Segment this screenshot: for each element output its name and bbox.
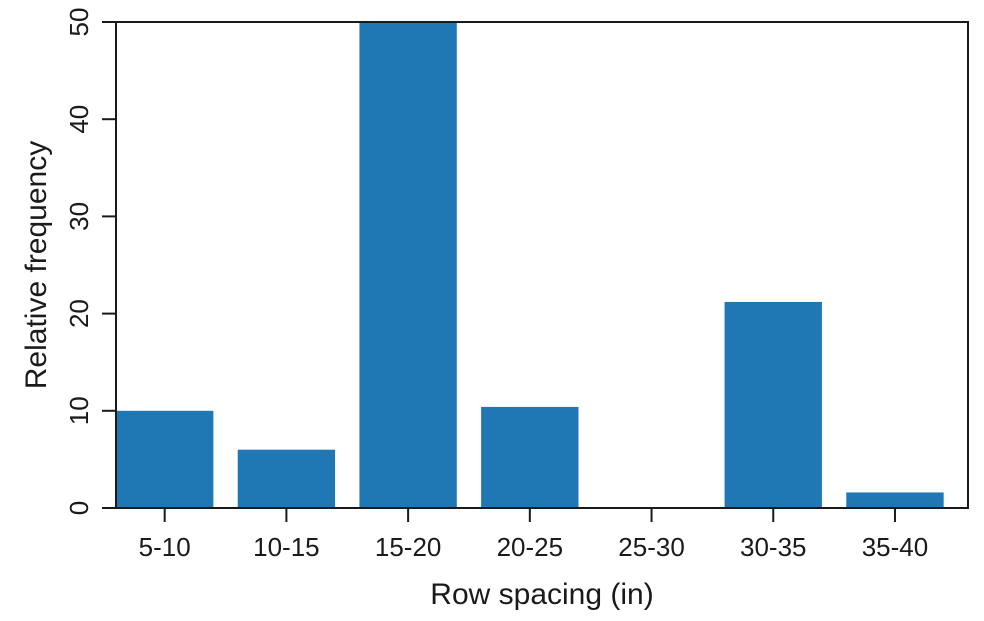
x-tick-label: 5-10	[139, 532, 191, 562]
x-axis-title: Row spacing (in)	[430, 578, 653, 611]
y-tick-label: 20	[64, 299, 94, 328]
bar-20-25	[481, 406, 579, 508]
bars-layer	[116, 22, 944, 508]
x-tick-label: 30-35	[740, 532, 807, 562]
bar-15-20	[359, 22, 457, 508]
x-tick-label: 25-30	[618, 532, 685, 562]
bar-10-15	[237, 449, 336, 508]
y-tick-label: 40	[64, 105, 94, 134]
bar-30-35	[724, 301, 822, 508]
y-tick-label: 30	[64, 202, 94, 231]
y-tick-label: 10	[64, 396, 94, 425]
y-axis: 0 10 20 30 40 50	[64, 8, 116, 515]
x-tick-label: 20-25	[497, 532, 564, 562]
x-tick-label: 10-15	[253, 532, 320, 562]
x-tick-label: 15-20	[375, 532, 442, 562]
y-tick-label: 0	[64, 501, 94, 515]
x-tick-label: 35-40	[862, 532, 929, 562]
plot-frame	[115, 21, 969, 509]
y-tick-label: 50	[64, 8, 94, 37]
bar-5-10	[116, 410, 214, 508]
y-axis-title: Relative frequency	[20, 141, 53, 389]
bar-35-40	[846, 492, 944, 508]
x-axis: 5-10 10-15 15-20 20-25 25-30 30-35 35-40	[139, 508, 929, 562]
